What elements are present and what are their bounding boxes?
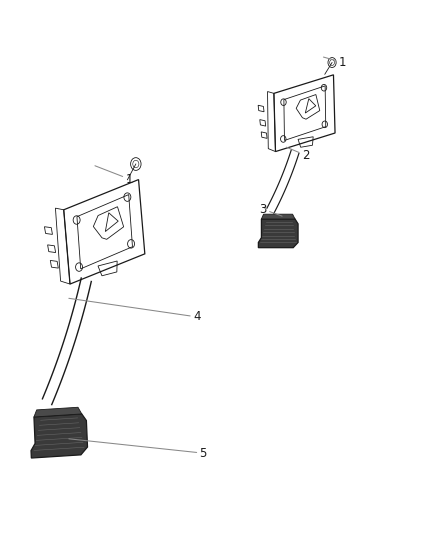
Text: 2: 2 [286, 147, 309, 161]
Text: 1: 1 [323, 56, 346, 69]
Text: 5: 5 [69, 439, 207, 459]
Text: 3: 3 [259, 203, 282, 216]
Text: 1: 1 [95, 166, 133, 185]
Text: 4: 4 [69, 298, 201, 324]
Polygon shape [34, 407, 82, 417]
Polygon shape [258, 219, 298, 248]
Polygon shape [31, 414, 88, 458]
Polygon shape [261, 214, 295, 219]
